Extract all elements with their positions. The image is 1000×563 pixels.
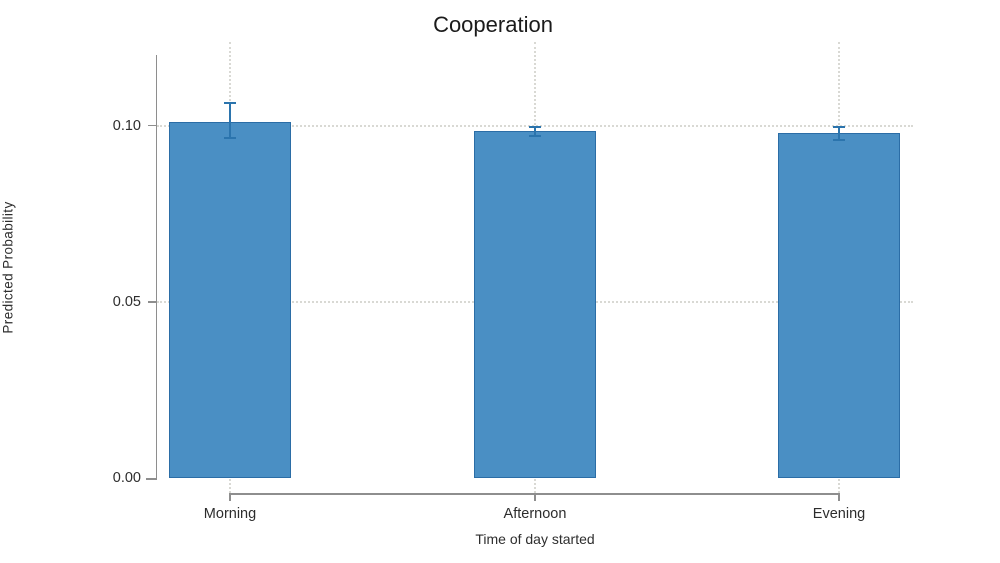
bar-evening [778,132,900,478]
x-category-label: Morning [203,506,257,522]
error-bar-cap [529,135,541,138]
bar-afternoon [474,130,596,478]
y-axis-line [155,55,157,480]
y-tick-mark [148,124,157,127]
gridline-horizontal [157,124,913,127]
y-tick-label: 0.05 [112,293,141,310]
error-bar-cap [224,101,236,104]
chart-title: Cooperation [433,12,553,37]
x-tick-mark [229,493,231,501]
y-tick-label: 0.00 [112,470,141,486]
bar-morning [169,121,291,478]
x-tick-mark [534,493,536,501]
error-bar-line [229,102,231,138]
error-bar-cap [833,138,845,141]
x-category-label: Evening [812,506,866,522]
x-axis-label: Time of day started [475,531,595,547]
error-bar-line [838,127,840,140]
y-tick-label: 0.10 [112,117,141,134]
x-tick-mark [838,493,840,501]
error-bar-cap [529,126,541,129]
error-bar-cap [224,136,236,139]
y-axis-label: Predicted Probability [0,201,16,334]
error-bar-cap [833,126,845,129]
y-tick-mark [148,301,157,303]
x-category-label: Afternoon [503,506,567,522]
x-axis-line [230,493,839,495]
y-axis-corner [146,478,157,480]
error-bar-line [534,127,536,137]
